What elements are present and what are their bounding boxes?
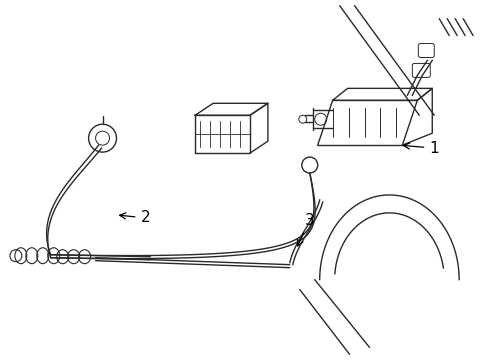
Text: 3: 3 (297, 213, 314, 246)
Text: 1: 1 (403, 141, 438, 156)
Text: 2: 2 (120, 210, 150, 225)
